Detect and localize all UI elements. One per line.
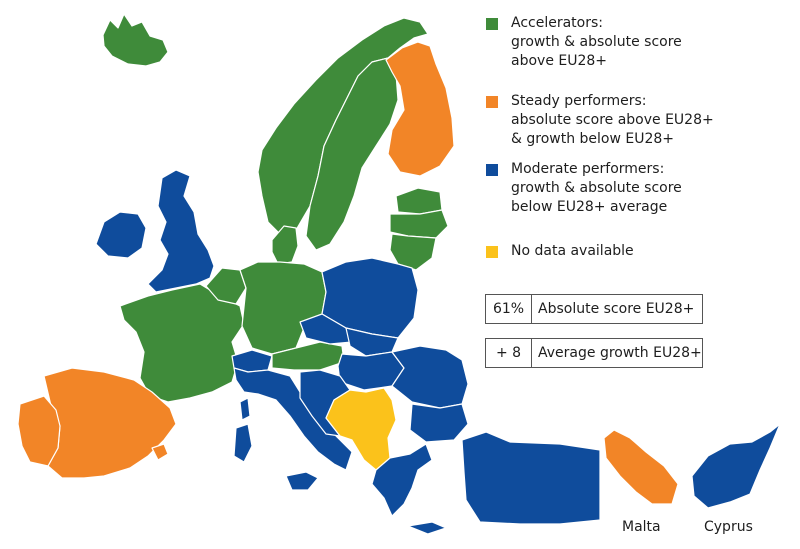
legend-no-data: No data available	[486, 242, 634, 261]
region-sicily	[285, 471, 319, 491]
region-portugal	[17, 395, 61, 467]
legend-swatch-accelerators	[486, 18, 498, 30]
region-finland	[385, 41, 455, 177]
region-ireland	[95, 211, 147, 259]
legend-swatch-no-data	[486, 246, 498, 258]
stat-value: + 8	[486, 339, 532, 367]
region-estonia	[395, 187, 443, 215]
legend-line: No data available	[511, 243, 634, 259]
legend-line: below EU28+ average	[511, 199, 668, 215]
legend-accelerators: Accelerators: growth & absolute score ab…	[486, 14, 682, 71]
region-denmark	[271, 225, 299, 265]
legend-moderate: Moderate performers: growth & absolute s…	[486, 160, 682, 217]
region-france	[119, 283, 245, 403]
legend-line: Steady performers:	[511, 93, 647, 109]
legend-line: Moderate performers:	[511, 161, 665, 177]
legend-swatch-steady	[486, 96, 498, 108]
legend-line: above EU28+	[511, 53, 608, 69]
region-balearics	[151, 443, 169, 461]
stat-average-growth: + 8 Average growth EU28+	[485, 338, 703, 368]
legend-swatch-moderate	[486, 164, 498, 176]
region-western-balkans	[325, 387, 397, 471]
malta-label: Malta	[622, 519, 661, 535]
region-bulgaria	[409, 403, 469, 443]
legend-text-accelerators: Accelerators: growth & absolute score ab…	[511, 14, 682, 71]
region-greece	[371, 443, 433, 517]
region-crete	[407, 521, 447, 535]
cyprus-label: Cyprus	[704, 519, 753, 535]
stat-label: Average growth EU28+	[538, 345, 702, 361]
region-sardinia	[233, 423, 253, 463]
legend-text-steady: Steady performers: absolute score above …	[511, 92, 714, 149]
region-iceland	[102, 13, 169, 67]
legend-line: absolute score above EU28+	[511, 112, 714, 128]
region-great-britain	[147, 169, 215, 293]
region-lithuania	[389, 233, 437, 271]
stat-absolute-score: 61% Absolute score EU28+	[485, 294, 703, 324]
legend-line: growth & absolute score	[511, 180, 682, 196]
legend-line: Accelerators:	[511, 15, 603, 31]
stat-label: Absolute score EU28+	[538, 301, 695, 317]
legend-steady: Steady performers: absolute score above …	[486, 92, 714, 149]
legend-line: growth & absolute score	[511, 34, 682, 50]
region-malta-inset	[603, 429, 679, 505]
region-turkey	[461, 431, 601, 525]
legend-text-moderate: Moderate performers: growth & absolute s…	[511, 160, 682, 217]
stat-value: 61%	[486, 295, 532, 323]
region-italy	[233, 367, 353, 471]
legend-text-no-data: No data available	[511, 242, 634, 261]
region-romania	[391, 345, 469, 409]
region-corsica	[239, 397, 251, 421]
region-cyprus-inset	[691, 423, 781, 509]
legend-line: & growth below EU28+	[511, 131, 675, 147]
region-sweden	[305, 57, 399, 251]
region-latvia	[389, 209, 449, 239]
